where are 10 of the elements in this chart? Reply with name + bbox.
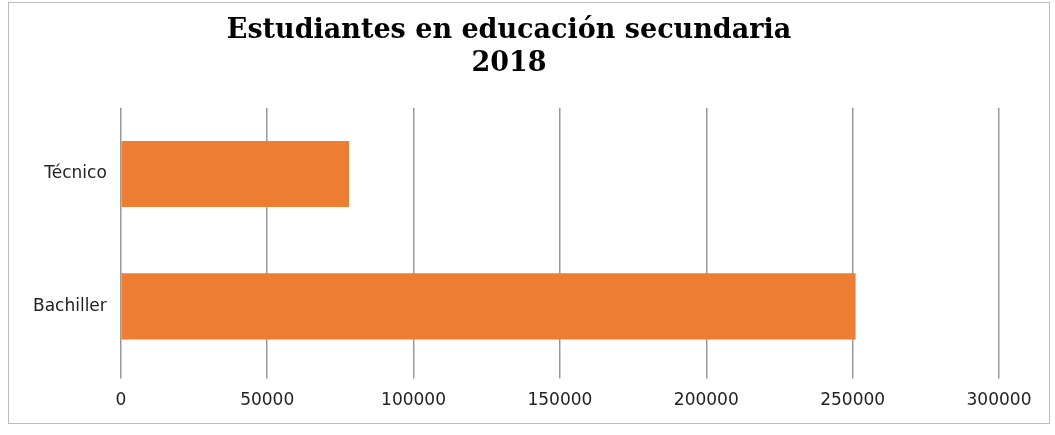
chart-title: Estudiantes en educación secundaria 2018 bbox=[226, 13, 792, 77]
x-tick-label: 200000 bbox=[673, 389, 739, 410]
x-tick-label: 300000 bbox=[966, 389, 1032, 410]
x-tick-label: 150000 bbox=[527, 389, 593, 410]
y-tick-label: Técnico bbox=[43, 162, 107, 183]
x-tick-label: 50000 bbox=[240, 389, 295, 410]
x-tick-label: 250000 bbox=[820, 389, 886, 410]
y-tick-label: Bachiller bbox=[32, 294, 107, 315]
x-tick-label: 100000 bbox=[381, 389, 446, 410]
x-tick-label: 0 bbox=[115, 389, 127, 410]
